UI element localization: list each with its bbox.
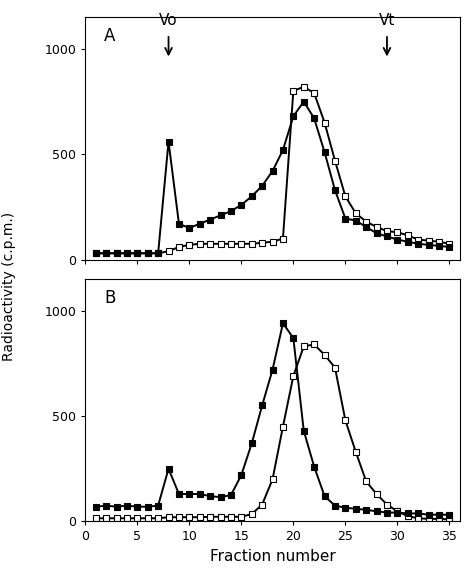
Text: Vo: Vo <box>159 13 178 28</box>
X-axis label: Fraction number: Fraction number <box>210 549 336 564</box>
Text: B: B <box>104 289 115 307</box>
Text: A: A <box>104 27 115 45</box>
Text: Vt: Vt <box>379 13 395 28</box>
Text: Radioactivity (c.p.m.): Radioactivity (c.p.m.) <box>2 212 17 361</box>
